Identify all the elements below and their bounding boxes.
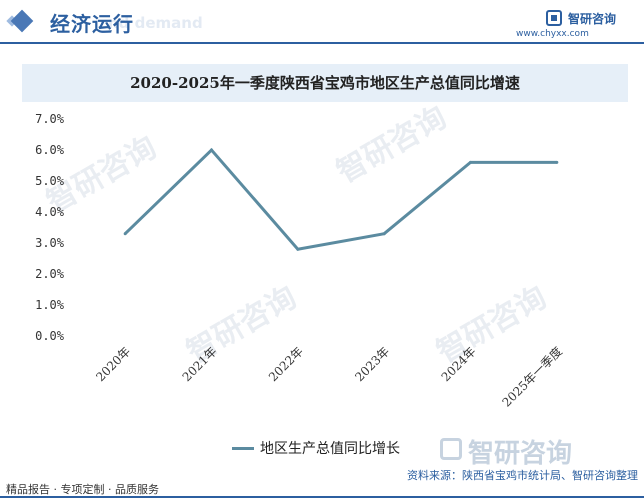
header-diamond-icon [10,9,34,33]
brand-logo: 智研咨询 www.chyxx.com [516,10,636,40]
y-tick-label: 3.0% [35,236,65,250]
series-line [124,147,557,251]
header: nd demand 经济运行 智研咨询 www.chyxx.com [0,0,644,44]
chart-title: 2020-2025年一季度陕西省宝鸡市地区生产总值同比增速 [130,74,520,92]
data-point [555,160,559,164]
legend-label: 地区生产总值同比增长 [260,441,400,457]
legend-swatch [232,447,254,450]
x-tick-label: 2025年一季度 [499,344,565,410]
y-tick-label: 2.0% [35,267,65,281]
y-tick-label: 1.0% [35,298,65,312]
x-tick-label: 2024年 [439,344,479,384]
y-tick-label: 0.0% [35,329,65,343]
line-chart: 7.0% 6.0% 5.0% 4.0% 3.0% 2.0% 1.0% 0.0% 2020年 202… [35,112,565,410]
brand-url: www.chyxx.com [516,29,589,39]
x-tick-label: 2022年 [266,344,306,384]
brand-logo-icon [546,10,562,26]
data-point [123,232,127,236]
data-point [382,232,386,236]
header-ghost-subtitle: nd demand [108,14,203,32]
y-tick-label: 4.0% [35,205,65,219]
data-point [210,148,213,152]
brand-name: 智研咨询 [568,12,617,26]
section-title: 经济运行 [50,12,134,36]
data-point [296,247,300,251]
chart-title-band: 2020-2025年一季度陕西省宝鸡市地区生产总值同比增速 [22,64,628,102]
y-tick-label: 6.0% [35,143,65,157]
data-point [469,160,472,164]
data-source: 资料来源：陕西省宝鸡市统计局、智研咨询整理 [407,469,638,482]
y-tick-label: 7.0% [35,112,65,126]
x-tick-label: 2020年 [93,344,133,384]
x-tick-label: 2021年 [180,344,220,384]
brand-watermark: 智研咨询 [468,439,573,469]
header-divider [0,42,644,44]
x-tick-label: 2023年 [352,344,392,384]
footer-tagline: 精品报告 · 专项定制 · 品质服务 [6,483,159,496]
y-tick-label: 5.0% [35,174,65,188]
footer-divider [0,496,644,498]
brand-watermark-icon [440,438,462,460]
